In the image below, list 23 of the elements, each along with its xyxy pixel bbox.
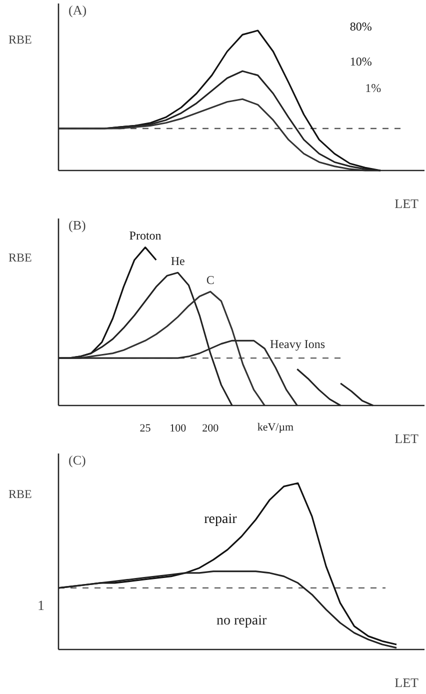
x-tick-label: 25 <box>140 422 152 434</box>
text: 80% <box>350 19 372 34</box>
series-label: C <box>206 272 214 287</box>
chart-title: (A) <box>68 2 87 18</box>
text: 1% <box>365 80 382 95</box>
x-axis-title: LET <box>394 431 419 446</box>
series-label: He <box>170 254 185 268</box>
y-axis-title: RBE <box>8 486 32 501</box>
series-label: Proton <box>129 228 162 243</box>
text: 10% <box>350 54 372 68</box>
series-label: Heavy Ions <box>270 336 326 351</box>
y-axis-title: RBE <box>8 32 32 47</box>
text: 1 <box>38 598 44 614</box>
chart-title: (B) <box>68 218 86 232</box>
x-tick-label: 100 <box>170 422 187 434</box>
x-axis-title: LET <box>394 196 419 211</box>
y-axis-title: RBE <box>8 250 32 265</box>
chart-title: (C) <box>68 452 86 468</box>
text: no repair <box>216 614 267 629</box>
x-tick-label: 200 <box>202 422 220 434</box>
x-axis-title: LET <box>394 675 419 690</box>
series-label: repair <box>204 512 238 528</box>
x-tick-label: keV/µm <box>257 422 294 434</box>
